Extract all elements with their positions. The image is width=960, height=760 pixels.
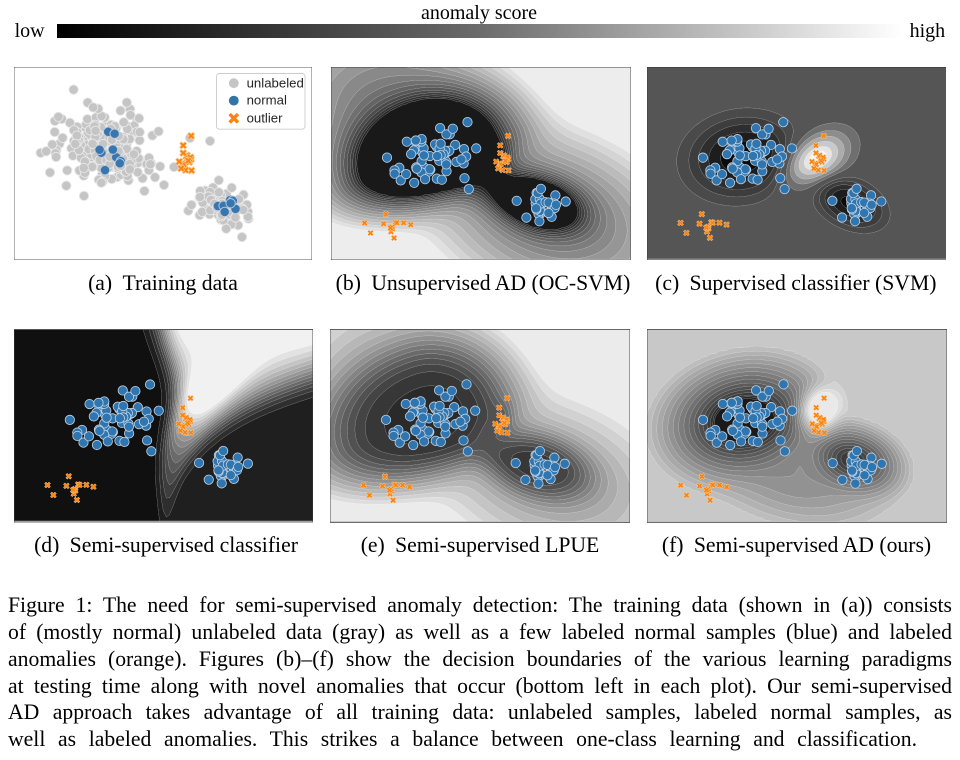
svg-text:outlier: outlier xyxy=(247,111,284,126)
svg-text:normal: normal xyxy=(247,93,287,108)
svg-text:unlabeled: unlabeled xyxy=(247,76,304,91)
